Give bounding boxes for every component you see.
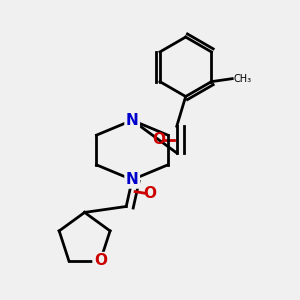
Text: N: N [126,172,139,187]
Text: O: O [94,253,107,268]
Text: O: O [143,186,157,201]
Text: N: N [126,113,139,128]
Text: O: O [152,132,165,147]
Text: CH₃: CH₃ [234,74,252,84]
